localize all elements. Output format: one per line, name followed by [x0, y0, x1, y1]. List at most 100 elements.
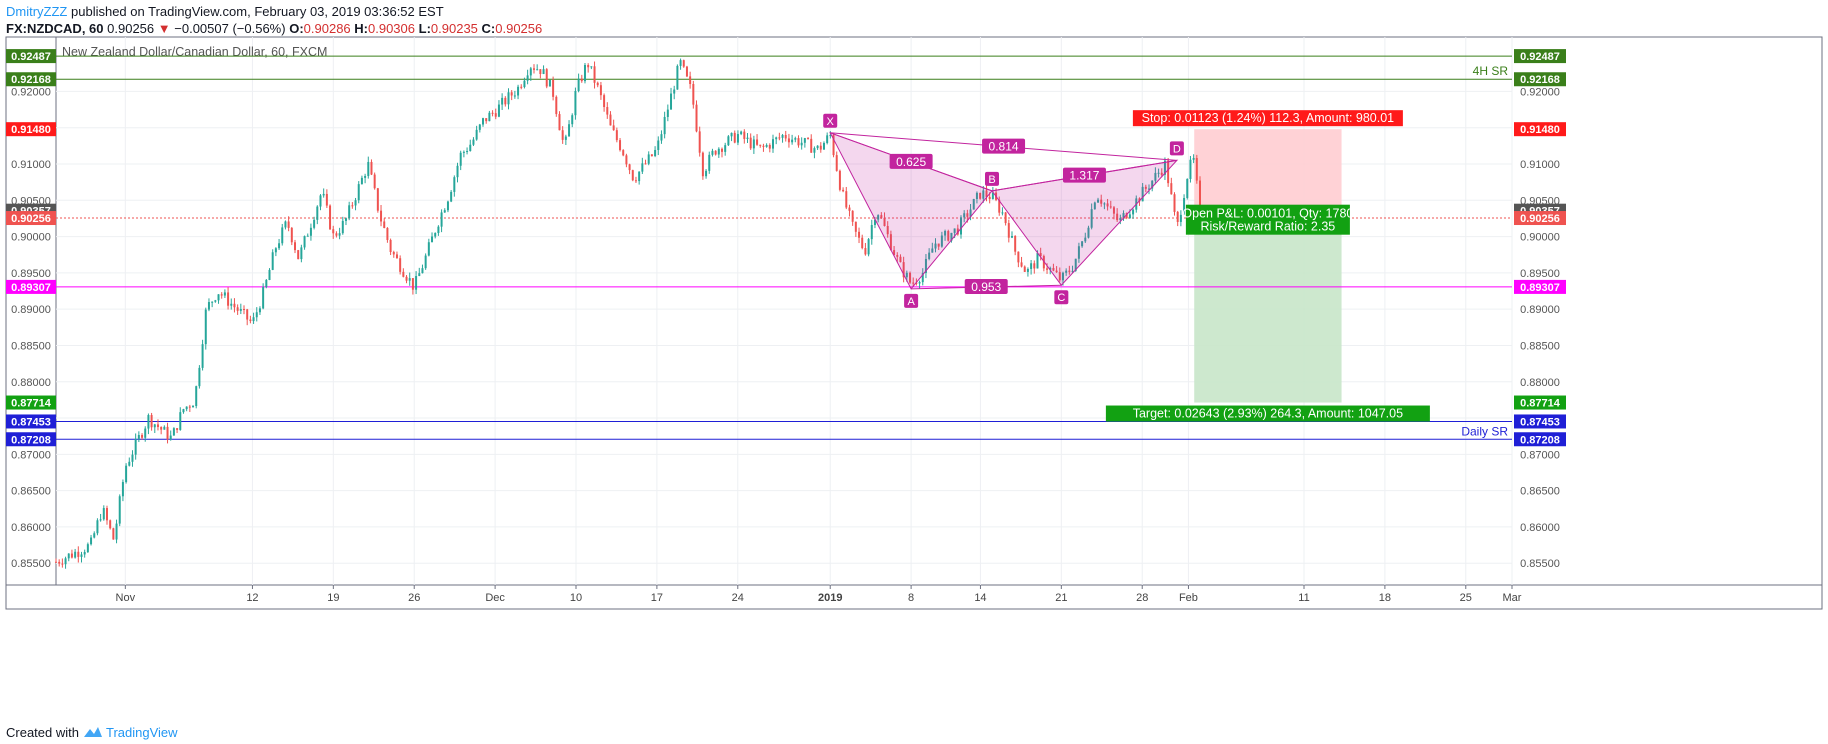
- candle-body: [176, 428, 179, 430]
- candle-body: [144, 428, 147, 438]
- axis-price-badge-right: [1514, 414, 1566, 429]
- candle-body: [596, 82, 599, 86]
- candle-body: [838, 170, 841, 190]
- candle-body: [603, 95, 606, 108]
- candle-body: [889, 234, 892, 251]
- candle-body: [239, 309, 242, 311]
- candle-body: [418, 273, 421, 277]
- candle-body: [485, 118, 488, 122]
- axis-price-label-right: 0.92487: [1520, 51, 1560, 63]
- candle-body: [204, 309, 207, 345]
- candle-body: [577, 78, 580, 91]
- candle-body: [201, 344, 204, 368]
- low-value: 0.90235: [430, 21, 478, 36]
- candle-body: [1167, 160, 1170, 184]
- y-tick-label-left: 0.89000: [11, 304, 51, 316]
- x-tick-label: Mar: [1503, 592, 1522, 604]
- candle-body: [701, 152, 704, 177]
- candle-body: [899, 256, 902, 263]
- candle-body: [1052, 267, 1055, 271]
- candle-body: [185, 406, 188, 410]
- candle-body: [864, 248, 867, 255]
- candle-body: [437, 226, 440, 234]
- candle-body: [424, 255, 427, 269]
- candle-body: [1106, 203, 1109, 207]
- axis-price-badge-right: [1514, 49, 1566, 64]
- candle-body: [274, 248, 277, 253]
- candle-body: [131, 454, 134, 462]
- axis-price-label-left: 0.87453: [11, 416, 51, 428]
- candle-body: [794, 138, 797, 140]
- candle-body: [348, 205, 351, 219]
- candle-body: [634, 180, 637, 182]
- candle-body: [924, 258, 927, 273]
- candle-body: [386, 227, 389, 240]
- author-link[interactable]: DmitryZZZ: [6, 4, 68, 19]
- candle-body: [740, 131, 743, 135]
- candle-body: [647, 154, 650, 164]
- candle-body: [1148, 188, 1151, 190]
- candle-body: [220, 294, 223, 296]
- candle-body: [654, 149, 657, 156]
- axis-price-badge-left: [6, 414, 56, 429]
- candle-body: [915, 282, 918, 284]
- candle-body: [370, 161, 373, 175]
- candle-body: [150, 415, 153, 428]
- candle-body: [791, 139, 794, 143]
- candle-body: [1049, 267, 1052, 270]
- candle-body: [227, 292, 230, 306]
- close-value: 0.90256: [495, 21, 543, 36]
- x-tick-label: Feb: [1179, 592, 1198, 604]
- target-label: Target: 0.02643 (2.93%) 264.3, Amount: 1…: [1105, 405, 1430, 422]
- candle-body: [679, 60, 682, 66]
- candle-body: [1109, 206, 1112, 208]
- candle-body: [625, 155, 628, 165]
- candle-body: [80, 554, 83, 557]
- x-tick-label: 17: [651, 592, 663, 604]
- axis-price-label-left: 0.92487: [11, 51, 51, 63]
- candle-body: [265, 279, 268, 288]
- candle-body: [953, 228, 956, 233]
- pattern-point-badge: [823, 113, 838, 128]
- candle-body: [134, 438, 137, 455]
- pattern-point-badge: [985, 171, 999, 186]
- sr-tag: 4H SR: [1473, 64, 1509, 78]
- y-tick-label-left: 0.92000: [11, 86, 51, 98]
- candle-body: [137, 435, 140, 439]
- candle-body: [918, 282, 921, 284]
- candle-body: [281, 227, 284, 244]
- candle-body: [453, 177, 456, 192]
- open-label: O:: [289, 21, 304, 36]
- candle-body: [768, 144, 771, 149]
- candle-body: [848, 207, 851, 211]
- candle-body: [223, 292, 226, 296]
- y-tick-label-left: 0.86000: [11, 522, 51, 534]
- candle-body: [1119, 217, 1122, 221]
- y-tick-label-right: 0.86000: [1520, 522, 1560, 534]
- candle-body: [1125, 213, 1128, 219]
- axis-price-label-left: 0.89307: [11, 282, 51, 294]
- x-tick-label: 21: [1055, 592, 1067, 604]
- candle-body: [1046, 268, 1049, 270]
- candle-body: [1183, 197, 1186, 215]
- stop-label-text: Stop: 0.01123 (1.24%) 112.3, Amount: 980…: [1142, 111, 1395, 125]
- candle-body: [1071, 270, 1074, 272]
- x-tick-label: 28: [1136, 592, 1148, 604]
- candle-body: [1026, 268, 1029, 272]
- candle-body: [1199, 180, 1201, 213]
- candle-body: [482, 118, 485, 125]
- ohlc-line: FX:NZDCAD, 60 0.90256 ▼ −0.00507 (−0.56%…: [6, 21, 542, 36]
- candle-body: [1173, 194, 1176, 212]
- y-tick-label-right: 0.88500: [1520, 340, 1560, 352]
- candle-body: [380, 210, 383, 222]
- candle-body: [580, 78, 583, 82]
- tradingview-link[interactable]: TradingView: [106, 725, 178, 740]
- candle-body: [966, 213, 969, 217]
- candle-body: [293, 242, 296, 251]
- candle-body: [663, 116, 666, 135]
- candle-body: [392, 251, 395, 255]
- candle-body: [944, 230, 947, 236]
- x-tick-label: 25: [1460, 592, 1472, 604]
- candle-body: [1077, 246, 1080, 259]
